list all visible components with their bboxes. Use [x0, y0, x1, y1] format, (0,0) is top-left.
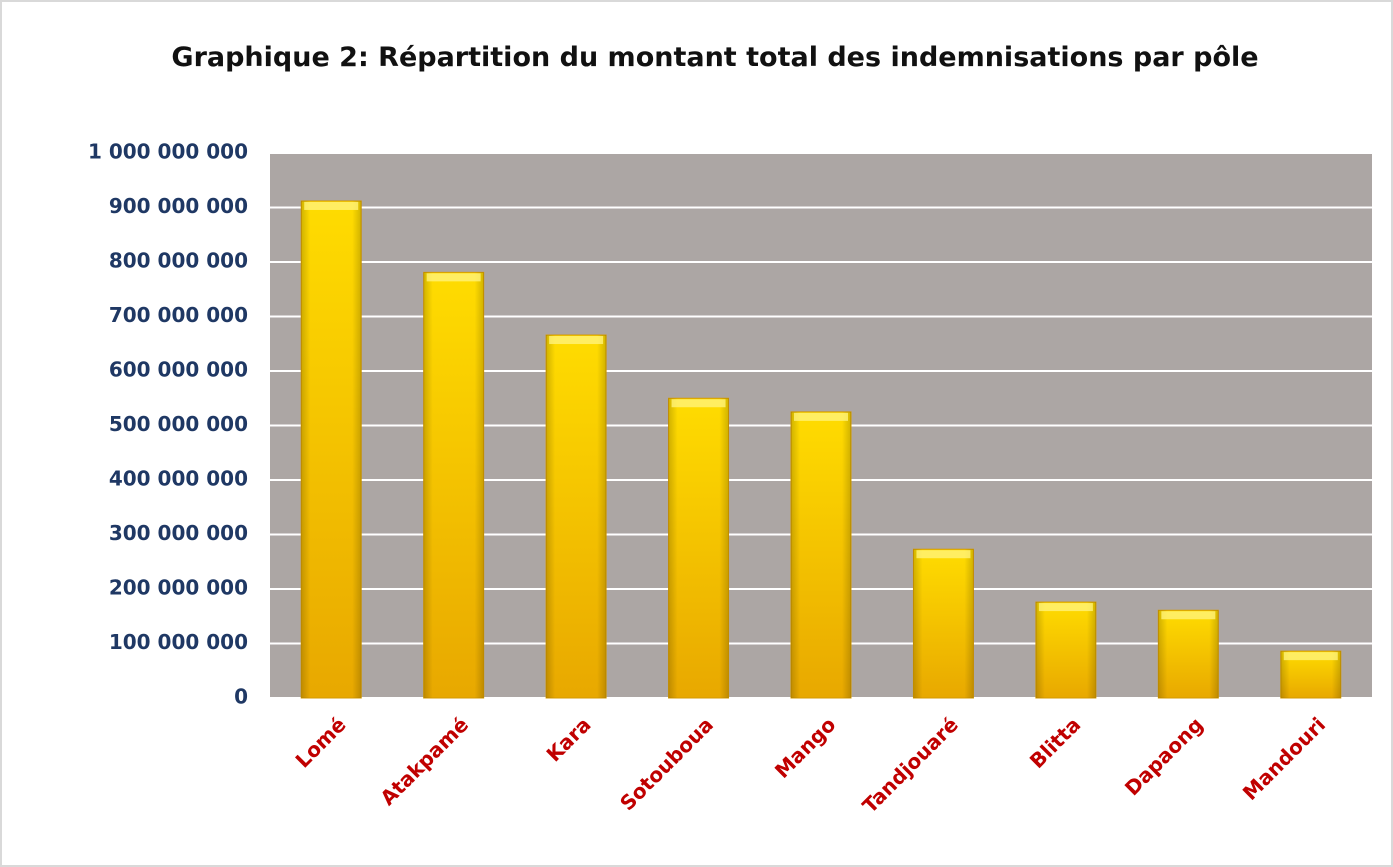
bar-bevel [916, 550, 971, 559]
y-tick-label: 900 000 000 [109, 194, 248, 218]
y-tick-label: 800 000 000 [109, 249, 248, 273]
bar-bevel [794, 412, 848, 421]
y-tick-label: 500 000 000 [109, 412, 248, 436]
bar-shade [913, 549, 974, 698]
bar-bevel [1283, 652, 1338, 661]
bar-shade [301, 200, 362, 698]
bar-bevel [304, 201, 359, 210]
bar-bevel [671, 399, 726, 408]
bar-shade [791, 411, 851, 698]
chart-title: Graphique 2: Répartition du montant tota… [171, 42, 1259, 73]
y-tick-label: 400 000 000 [109, 467, 248, 491]
bar-bevel [1161, 611, 1216, 620]
bar-shade [423, 272, 484, 698]
bar-bevel [549, 336, 604, 345]
y-tick-label: 0 [234, 685, 248, 709]
y-tick-label: 300 000 000 [109, 521, 248, 545]
bar-shade [668, 398, 729, 698]
bar-shade [1158, 610, 1219, 698]
bar-bevel [426, 273, 481, 282]
y-tick-label: 200 000 000 [109, 576, 248, 600]
y-tick-label: 1 000 000 000 [88, 140, 248, 164]
y-tick-label: 700 000 000 [109, 303, 248, 327]
bar-shade [1035, 602, 1096, 698]
y-tick-label: 100 000 000 [109, 630, 248, 654]
bar-bevel [1038, 603, 1093, 612]
y-tick-label: 600 000 000 [109, 358, 248, 382]
bar-shade [546, 335, 607, 698]
